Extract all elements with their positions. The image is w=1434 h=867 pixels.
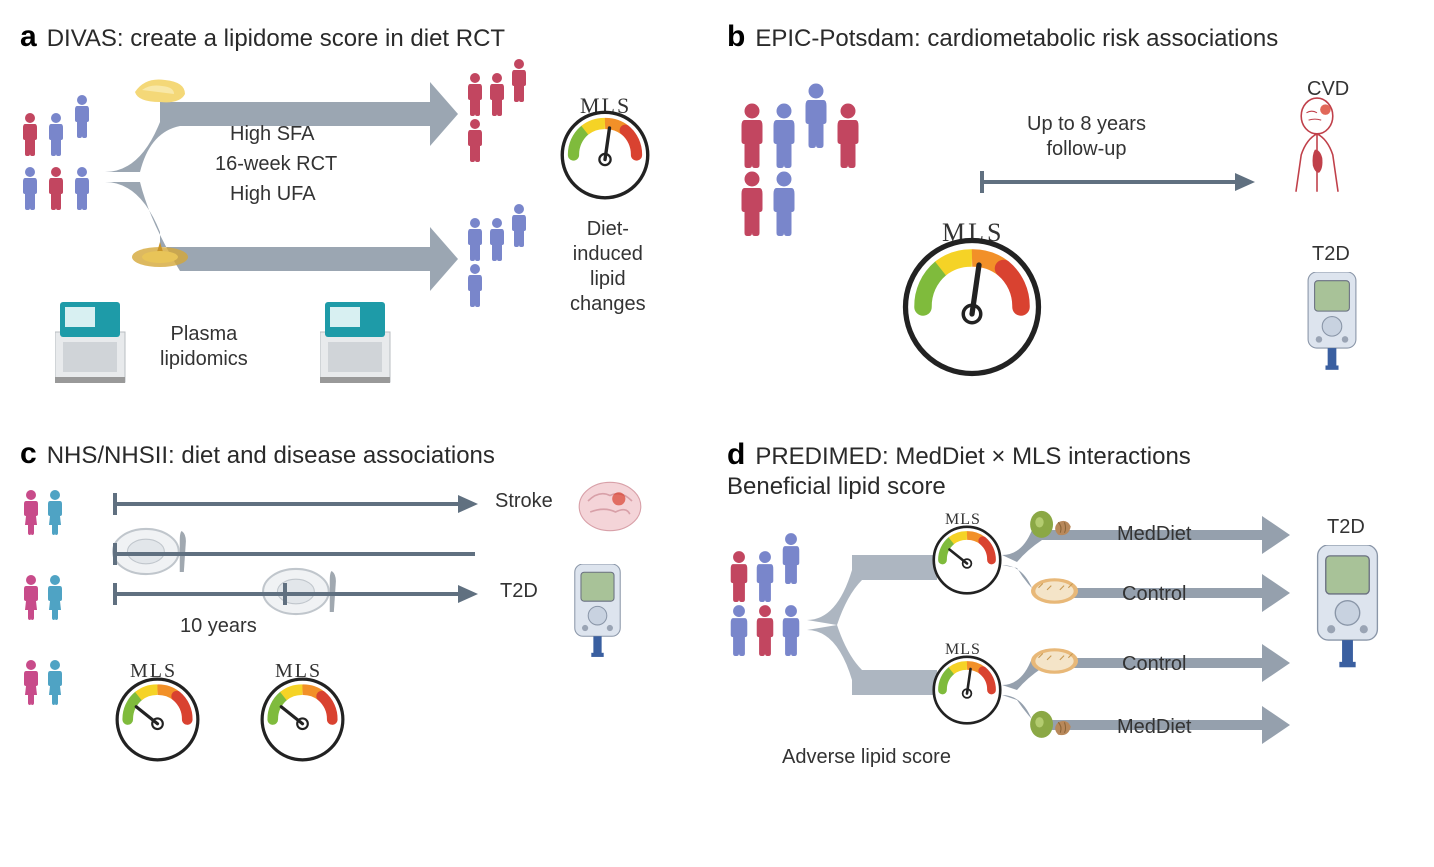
label-t2d-d: T2D: [1327, 515, 1365, 540]
panel-c: c NHS/NHSII: diet and disease association…: [20, 437, 707, 834]
glucose-c: [565, 564, 630, 659]
arrow-stroke: [110, 489, 480, 519]
machine-1: [55, 302, 135, 392]
arrow-mid: [110, 539, 480, 569]
cvd-icon: [1272, 97, 1362, 197]
people-d: [727, 550, 817, 656]
people-b: [737, 102, 867, 236]
panel-b-title-text: EPIC-Potsdam: cardiometabolic risk assoc…: [755, 25, 1278, 52]
olive-2: [1027, 710, 1077, 745]
panel-c-title: c NHS/NHSII: diet and disease association…: [20, 437, 707, 471]
glucose-d: [1305, 545, 1390, 670]
women-3: [20, 659, 80, 705]
oil-icon: [130, 237, 200, 277]
gauge-a: [560, 110, 650, 200]
label-t2d-c: T2D: [500, 579, 538, 604]
bread-1: [1027, 575, 1082, 607]
label-control-2: Control: [1122, 652, 1186, 677]
label-diet-changes: Diet- induced lipid changes: [570, 217, 646, 317]
panel-b: b EPIC-Potsdam: cardiometabolic risk asso…: [727, 20, 1414, 417]
label-control-1: Control: [1122, 582, 1186, 607]
people-sfa: [465, 72, 545, 162]
label-meddiet-1: MedDiet: [1117, 522, 1191, 547]
panel-c-title-text: NHS/NHSII: diet and disease associations: [47, 442, 495, 469]
panel-a-letter: a: [20, 20, 37, 53]
panel-a: a DIVAS: create a lipidome score in diet …: [20, 20, 707, 417]
panel-a-title: a DIVAS: create a lipidome score in diet …: [20, 20, 707, 54]
panel-c-letter: c: [20, 437, 37, 470]
gauge-c1: [115, 677, 200, 762]
panel-d-letter: d: [727, 438, 745, 471]
arrow-t2d: [110, 579, 480, 609]
label-years: 10 years: [180, 614, 257, 639]
panel-d-subtitle: Beneficial lipid score: [727, 473, 946, 500]
women-2: [20, 574, 80, 620]
panel-a-title-text: DIVAS: create a lipidome score in diet R…: [47, 25, 505, 52]
olive-1: [1027, 510, 1077, 545]
panel-d: d PREDIMED: MedDiet × MLS interactions Be…: [727, 437, 1414, 834]
panel-d-title-text: PREDIMED: MedDiet × MLS interactions: [755, 443, 1190, 470]
women-1: [20, 489, 80, 535]
panel-b-title: b EPIC-Potsdam: cardiometabolic risk asso…: [727, 20, 1414, 54]
label-followup: Up to 8 years follow-up: [1027, 112, 1146, 162]
label-sfa: High SFA: [230, 122, 314, 147]
bread-2: [1027, 645, 1082, 677]
gauge-d2: [932, 655, 1002, 725]
people-initial: [20, 112, 110, 218]
gauge-b: [902, 237, 1042, 377]
label-meddiet-2: MedDiet: [1117, 715, 1191, 740]
gauge-d1: [932, 525, 1002, 595]
label-plasma: Plasma lipidomics: [160, 322, 248, 372]
label-rct: 16-week RCT: [215, 152, 337, 177]
glucose-b: [1297, 272, 1367, 372]
panel-d-title: d PREDIMED: MedDiet × MLS interactions Be…: [727, 437, 1414, 502]
label-ufa: High UFA: [230, 182, 316, 207]
label-t2d-b: T2D: [1312, 242, 1350, 267]
brain-icon: [575, 479, 645, 534]
machine-2: [320, 302, 400, 392]
butter-icon: [130, 72, 200, 117]
people-ufa: [465, 217, 545, 307]
gauge-c2: [260, 677, 345, 762]
followup-arrow: [977, 167, 1257, 197]
panel-b-letter: b: [727, 20, 745, 53]
label-stroke: Stroke: [495, 489, 553, 514]
label-adverse: Adverse lipid score: [782, 745, 951, 770]
